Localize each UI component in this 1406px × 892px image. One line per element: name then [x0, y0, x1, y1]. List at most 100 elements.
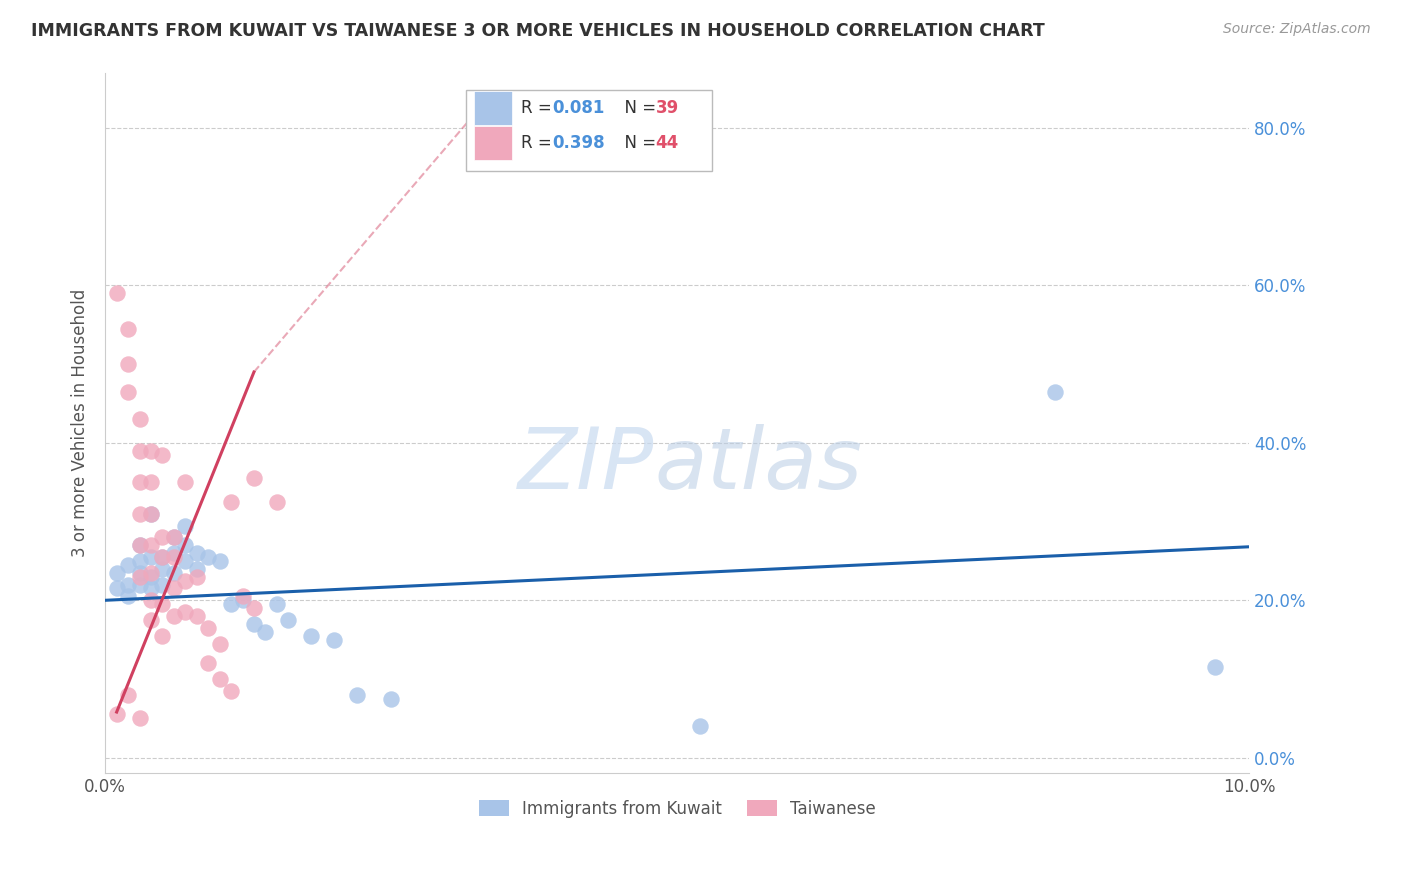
Point [174, 574, 197, 588]
Point [117, 590, 139, 604]
Point [128, 566, 150, 580]
Point [152, 597, 174, 611]
Point [1043, 384, 1066, 399]
Point [243, 471, 266, 485]
Point [380, 691, 402, 706]
Text: IMMIGRANTS FROM KUWAIT VS TAIWANESE 3 OR MORE VEHICLES IN HOUSEHOLD CORRELATION : IMMIGRANTS FROM KUWAIT VS TAIWANESE 3 OR… [31, 22, 1045, 40]
Point [243, 601, 266, 615]
Point [174, 475, 197, 490]
Point [128, 577, 150, 591]
Point [299, 629, 322, 643]
Point [197, 657, 219, 671]
Text: N =: N = [614, 134, 662, 152]
Point [163, 609, 186, 624]
Point [128, 538, 150, 552]
Point [128, 711, 150, 725]
Point [139, 613, 162, 627]
Point [139, 582, 162, 596]
Point [197, 621, 219, 635]
Point [163, 530, 186, 544]
Point [243, 616, 266, 631]
Point [139, 507, 162, 521]
Point [219, 597, 242, 611]
Point [152, 629, 174, 643]
Point [346, 688, 368, 702]
Point [208, 554, 231, 568]
Text: 44: 44 [655, 134, 679, 152]
Text: atlas: atlas [654, 424, 862, 507]
Point [254, 624, 277, 639]
Point [208, 672, 231, 686]
Text: N =: N = [614, 99, 662, 117]
Point [219, 495, 242, 509]
Text: 39: 39 [655, 99, 679, 117]
Point [128, 507, 150, 521]
Point [689, 719, 711, 733]
Point [117, 384, 139, 399]
Text: R =: R = [520, 99, 557, 117]
Point [139, 549, 162, 564]
Point [266, 597, 288, 611]
Point [163, 582, 186, 596]
Point [128, 554, 150, 568]
Point [231, 590, 253, 604]
Point [186, 609, 208, 624]
Point [128, 475, 150, 490]
Point [152, 530, 174, 544]
Point [139, 475, 162, 490]
Point [163, 546, 186, 560]
Point [219, 683, 242, 698]
Point [152, 562, 174, 576]
Point [152, 577, 174, 591]
Point [139, 566, 162, 580]
Point [163, 566, 186, 580]
Point [139, 507, 162, 521]
Point [186, 569, 208, 583]
Text: Source: ZipAtlas.com: Source: ZipAtlas.com [1223, 22, 1371, 37]
Point [117, 577, 139, 591]
Point [139, 443, 162, 458]
Text: R =: R = [520, 134, 557, 152]
Legend: Immigrants from Kuwait, Taiwanese: Immigrants from Kuwait, Taiwanese [472, 793, 883, 824]
Point [1204, 660, 1226, 674]
Point [152, 448, 174, 462]
FancyBboxPatch shape [474, 126, 513, 160]
Point [174, 538, 197, 552]
Text: ZIP: ZIP [519, 424, 654, 507]
Point [186, 546, 208, 560]
Point [105, 566, 128, 580]
Point [128, 443, 150, 458]
FancyBboxPatch shape [465, 90, 711, 171]
Point [174, 554, 197, 568]
Point [139, 538, 162, 552]
Point [128, 538, 150, 552]
Point [208, 636, 231, 650]
Point [174, 605, 197, 619]
Y-axis label: 3 or more Vehicles in Household: 3 or more Vehicles in Household [72, 289, 89, 558]
Point [117, 322, 139, 336]
Point [128, 569, 150, 583]
Point [266, 495, 288, 509]
Point [163, 530, 186, 544]
Point [231, 593, 253, 607]
Point [105, 286, 128, 301]
Point [174, 518, 197, 533]
Point [139, 593, 162, 607]
Point [186, 562, 208, 576]
Point [152, 549, 174, 564]
Point [105, 707, 128, 722]
Point [128, 412, 150, 426]
Point [163, 549, 186, 564]
Point [117, 558, 139, 572]
Point [152, 549, 174, 564]
Point [117, 357, 139, 371]
Point [139, 569, 162, 583]
Point [323, 632, 346, 647]
Point [197, 549, 219, 564]
Point [277, 613, 299, 627]
Point [105, 582, 128, 596]
Text: 0.398: 0.398 [553, 134, 605, 152]
Point [117, 688, 139, 702]
FancyBboxPatch shape [474, 91, 513, 125]
Text: 0.081: 0.081 [553, 99, 605, 117]
